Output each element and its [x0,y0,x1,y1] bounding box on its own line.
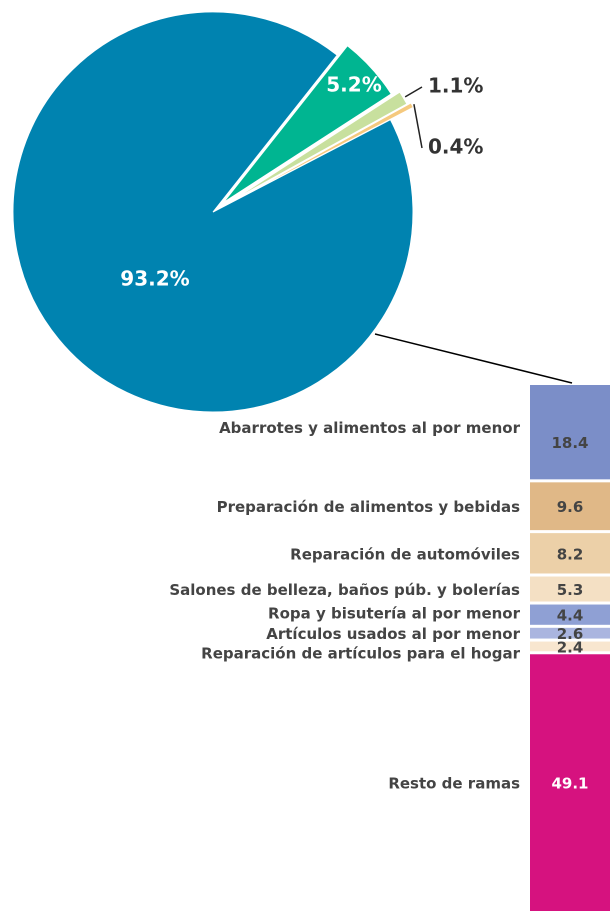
pie-slice [235,102,414,201]
pie-slice [231,91,408,202]
category-label: Reparación de artículos para el hogar [201,644,520,662]
value-label: 4.4 [557,607,584,625]
value-label: 2.4 [557,638,584,656]
bar-segment [530,482,610,531]
value-label: 2.6 [557,625,584,643]
category-label: Resto de ramas [388,775,520,793]
value-label: 5.3 [557,581,584,599]
category-label: Preparación de alimentos y bebidas [217,498,520,516]
connector-line [374,333,573,384]
bar-segment [530,641,610,652]
slice-label: 0.4% [428,135,483,159]
category-label: Ropa y bisutería al por menor [268,605,521,623]
slice-label: 1.1% [428,74,483,98]
value-label: 9.6 [557,498,584,516]
bar-segment [530,654,610,911]
bar-segment [530,533,610,574]
bar-segment [530,385,610,480]
leader-line [404,86,423,98]
leader-line [413,104,423,149]
slice-label: 5.2% [326,73,381,97]
slice-label: 93.2% [120,267,189,291]
pie-slice [12,11,414,413]
category-label: Salones de belleza, baños púb. y bolería… [169,581,520,599]
bar-segment [530,576,610,602]
pie-slice [222,45,392,204]
category-label: Reparación de automóviles [290,545,520,563]
category-label: Artículos usados al por menor [266,625,520,643]
value-label: 49.1 [551,775,588,793]
bar-segment [530,604,610,625]
value-label: 8.2 [557,545,584,563]
value-label: 18.4 [551,434,588,452]
category-label: Abarrotes y alimentos al por menor [219,419,521,437]
bar-segment [530,627,610,639]
